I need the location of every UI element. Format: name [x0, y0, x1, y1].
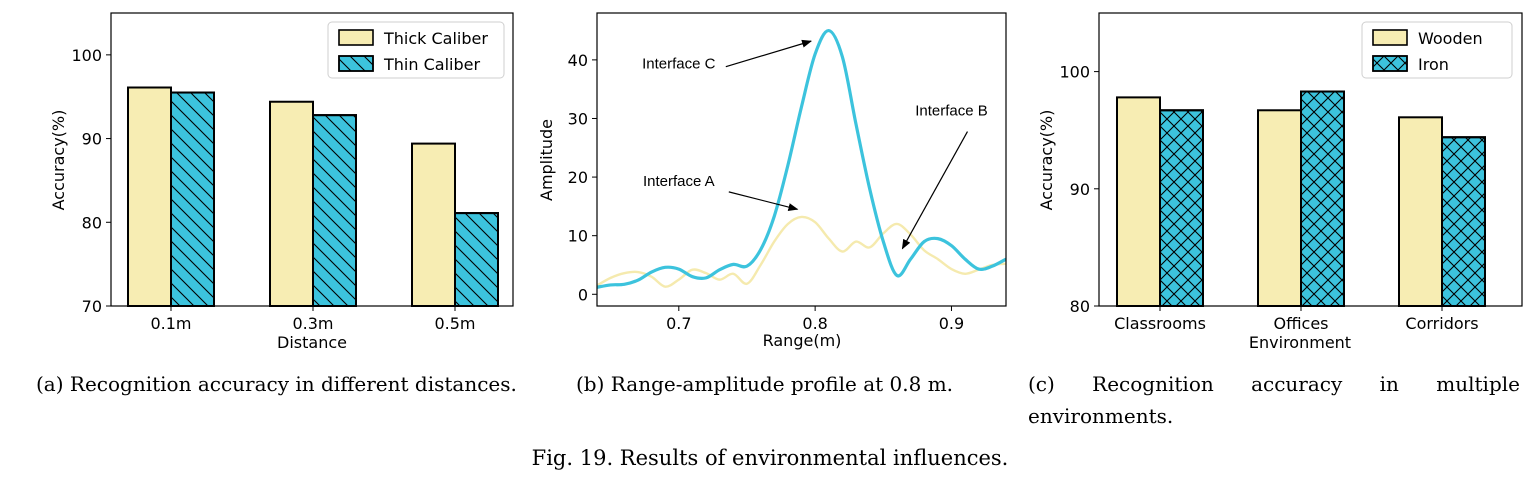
y-tick-label: 100 — [71, 46, 102, 65]
x-tick-label: 0.8 — [802, 314, 827, 333]
chart-b: 0.7 0.8 0.9 0 10 20 30 40 Interface C Interface… — [537, 12, 1007, 350]
legend-label: Iron — [1418, 55, 1449, 74]
figure-caption: Fig. 19. Results of environmental influe… — [531, 446, 1009, 470]
bar-a-0-1 — [269, 100, 314, 308]
series-line-0 — [597, 215, 1006, 288]
annotation-label: Interface C — [642, 56, 716, 73]
subcaption-a: (a) Recognition accuracy in different di… — [36, 372, 517, 396]
x-tick-label: 0.5m — [434, 314, 475, 333]
annotation-arrow — [728, 191, 799, 211]
y-axis-label-b: Amplitude — [537, 119, 556, 201]
y-tick-label: 40 — [568, 51, 588, 70]
bar-c-0-2 — [1398, 116, 1443, 307]
plot-area-c — [1116, 90, 1486, 307]
x-axis-label-a: Distance — [277, 333, 347, 352]
bar-c-0-0 — [1116, 96, 1161, 307]
legend-a: Thick Caliber Thin Caliber — [327, 21, 505, 79]
chart-c: Classrooms Offices Corridors 80 90 100 Accur… — [1037, 12, 1523, 352]
bar-hatch-a-1 — [312, 114, 357, 308]
legend-swatch-hatch — [1372, 55, 1408, 72]
y-tick-label: 30 — [568, 109, 588, 128]
legend-label: Thin Caliber — [383, 55, 480, 74]
y-tick-label: 0 — [578, 285, 588, 304]
legend-swatch — [1372, 29, 1408, 46]
annotation-arrow — [901, 131, 968, 250]
y-axis-label-a: Accuracy(%) — [49, 110, 68, 211]
axes-frame-a — [110, 12, 514, 307]
annotation-label: Interface B — [915, 103, 988, 120]
y-tick-label: 90 — [1070, 180, 1090, 199]
bar-hatch-a-0 — [170, 91, 215, 308]
subcaption-c: (c) Recognition accuracy in multiple env… — [1028, 372, 1520, 428]
x-axis-label-b: Range(m) — [763, 331, 842, 350]
legend-swatch — [338, 29, 374, 46]
subcaption-b: (b) Range-amplitude profile at 0.8 m. — [576, 372, 954, 396]
series-line-1 — [597, 28, 1006, 289]
bar-hatch-c-1 — [1300, 90, 1345, 307]
y-tick-label: 10 — [568, 227, 588, 246]
legend-label: Thick Caliber — [383, 29, 488, 48]
x-tick-label: 0.1m — [150, 314, 191, 333]
bar-a-0-0 — [127, 86, 172, 308]
x-tick-label: Offices — [1273, 314, 1328, 333]
bar-a-0-2 — [411, 142, 456, 307]
plot-area-b — [597, 28, 1006, 289]
plot-area-a — [127, 86, 499, 308]
legend-c: Wooden Iron — [1361, 21, 1513, 79]
y-tick-label: 80 — [1070, 297, 1090, 316]
axes-frame-c — [1098, 12, 1523, 307]
axes-frame-b — [596, 12, 1007, 307]
y-tick-label: 90 — [82, 130, 102, 149]
bar-hatch-a-2 — [454, 212, 499, 308]
annotation-arrow — [725, 39, 813, 68]
x-tick-label: Classrooms — [1114, 314, 1206, 333]
legend-swatch-hatch — [338, 55, 374, 72]
x-tick-label: 0.9 — [939, 314, 964, 333]
bar-hatch-c-2 — [1441, 136, 1486, 307]
y-tick-label: 20 — [568, 168, 588, 187]
x-tick-label: Corridors — [1405, 314, 1478, 333]
legend-label: Wooden — [1418, 29, 1483, 48]
bar-hatch-c-0 — [1159, 109, 1204, 307]
bar-c-0-1 — [1257, 109, 1302, 307]
y-tick-label: 100 — [1059, 63, 1090, 82]
x-tick-label: 0.7 — [666, 314, 691, 333]
x-tick-label: 0.3m — [292, 314, 333, 333]
x-axis-label-c: Environment — [1249, 333, 1351, 352]
chart-a: 0.1m 0.3m 0.5m 70 80 90 100 Accuracy(%) Dista… — [49, 12, 514, 352]
annotation-label: Interface A — [643, 173, 715, 190]
y-axis-label-c: Accuracy(%) — [1037, 110, 1056, 211]
y-tick-label: 80 — [82, 213, 102, 232]
y-tick-label: 70 — [82, 297, 102, 316]
